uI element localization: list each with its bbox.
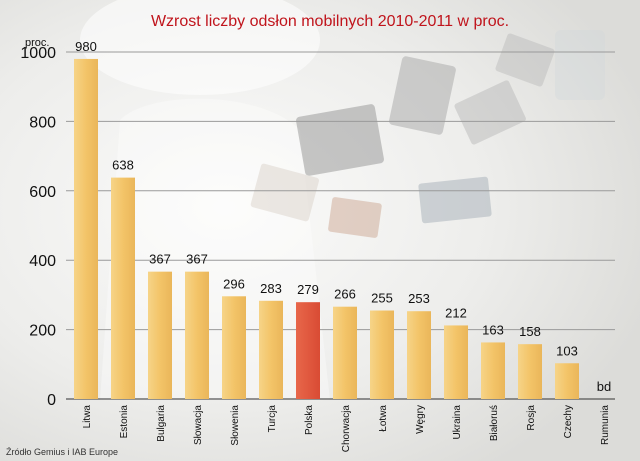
value-label-6: 279 — [297, 282, 319, 297]
x-tick-label-5: Turcja — [267, 405, 278, 433]
x-tick-label-8: Łotwa — [378, 405, 389, 432]
value-label-4: 296 — [223, 276, 245, 291]
bars — [74, 58, 579, 399]
x-tick-label-9: Węgry — [415, 405, 426, 434]
x-tick-label-12: Rosja — [526, 405, 537, 431]
bar-12 — [518, 344, 542, 399]
y-tick-label: 400 — [29, 253, 56, 270]
bar-3 — [185, 271, 209, 399]
x-tick-label-0: Litwa — [82, 405, 93, 429]
value-label-7: 266 — [334, 287, 356, 302]
value-label-9: 253 — [408, 291, 430, 306]
x-tick-labels: Litwa Estonia Bulgaria Słowacja Słowenia Turc… — [82, 405, 611, 453]
y-axis-label: proc. — [25, 37, 49, 49]
x-tick-label-3: Słowacja — [193, 405, 204, 445]
value-label-11: 163 — [482, 322, 504, 337]
x-tick-label-10: Ukraina — [452, 405, 463, 440]
x-tick-label-6: Polska — [304, 405, 315, 435]
decorative-devices — [250, 30, 605, 238]
value-label-12: 158 — [519, 324, 541, 339]
value-label-5: 283 — [260, 281, 282, 296]
bar-1 — [111, 177, 135, 399]
bar-13 — [555, 363, 579, 399]
y-tick-label: 600 — [29, 184, 56, 201]
y-tick-label: 200 — [29, 323, 56, 340]
bar-9 — [407, 311, 431, 399]
x-tick-label-11: Białoruś — [489, 405, 500, 441]
bar-8 — [370, 310, 394, 399]
x-tick-label-1: Estonia — [119, 405, 130, 439]
bar-4 — [222, 296, 246, 399]
bar-10 — [444, 325, 468, 399]
y-tick-label: 1000 — [20, 45, 56, 62]
x-tick-label-13: Czechy — [563, 405, 574, 438]
bar-6 — [296, 302, 320, 399]
x-tick-label-7: Chorwacja — [341, 405, 352, 453]
value-label-10: 212 — [445, 305, 467, 320]
value-labels: 980 638 367 367 296 283 279 266 255 253 212 163 158 1… — [75, 39, 611, 394]
bar-7 — [333, 306, 357, 399]
value-label-3: 367 — [186, 252, 208, 267]
y-tick-labels: 0 200 400 600 800 1000 — [20, 45, 56, 409]
value-label-1: 638 — [112, 158, 134, 173]
source-note: Źródło Gemius i IAB Europe — [6, 447, 118, 457]
x-tick-label-2: Bulgaria — [156, 405, 167, 442]
value-label-14: bd — [597, 379, 611, 394]
value-label-0: 980 — [75, 39, 97, 54]
value-label-8: 255 — [371, 291, 393, 306]
y-tick-label: 0 — [47, 392, 56, 409]
decorative-silhouette-head — [80, 0, 320, 95]
chart-title: Wzrost liczby odsłon mobilnych 2010-2011… — [151, 13, 509, 30]
bar-0 — [74, 58, 98, 399]
x-tick-label-14: Rumunia — [600, 405, 611, 445]
value-label-13: 103 — [556, 343, 578, 358]
y-tick-label: 800 — [29, 114, 56, 131]
x-tick-label-4: Słowenia — [230, 405, 241, 446]
bar-2 — [148, 271, 172, 399]
bar-5 — [259, 300, 283, 399]
value-label-2: 367 — [149, 252, 171, 267]
bar-11 — [481, 342, 505, 399]
